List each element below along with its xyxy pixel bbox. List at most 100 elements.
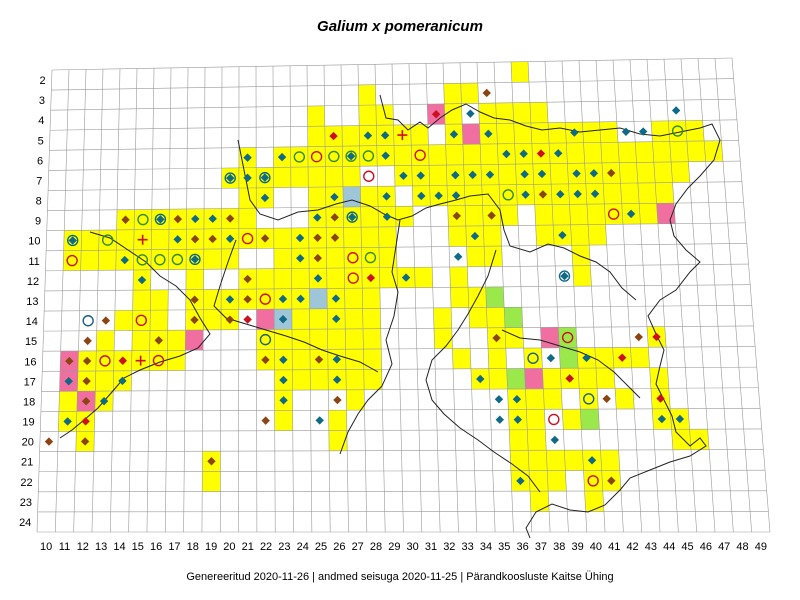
cell-yellow [637,182,657,204]
cell-yellow [292,329,310,350]
cell-yellow [655,182,674,204]
marker-diamond-brown [190,315,199,325]
marker-diamond-teal [520,170,529,179]
cell-yellow [668,120,687,142]
cell-yellow [530,491,550,512]
marker-circle-green [136,254,149,266]
marker-diamond-teal [521,190,530,199]
marker-diamond-teal [120,255,129,265]
marker-circle-green [671,125,684,137]
cell-yellow [410,124,429,146]
cell-blue [343,186,361,208]
cell-yellow [505,327,524,349]
col-label: 26 [333,541,345,553]
row-label: 19 [22,417,34,429]
inner-border-2 [339,219,401,455]
marker-diamond-teal [381,151,390,160]
marker-diamond-red [81,417,90,426]
grid-row-line [45,263,749,272]
marker-diamond-brown [243,295,252,304]
grid-row-line [51,78,734,91]
grid-col-line [219,66,223,533]
grid-col-line [183,67,189,533]
cell-yellow [344,267,363,289]
cell-yellow [307,105,325,127]
cell-yellow [547,470,567,492]
marker-diamond-brown [208,234,217,244]
row-label: 12 [27,276,39,288]
cell-yellow [292,349,311,370]
cell-yellow [527,429,547,451]
grid-col-line [612,60,643,533]
cell-yellow [309,308,328,330]
grid-col-line [408,63,423,533]
cell-yellow [379,267,398,288]
coastline [379,94,721,539]
row-label: 17 [24,376,36,388]
col-label: 31 [425,541,437,553]
cell-yellow [530,122,550,144]
cell-yellow [307,146,326,167]
row-label: 22 [20,477,32,489]
col-label: 27 [352,541,364,553]
col-label: 44 [663,541,675,553]
row-label: 10 [28,236,40,248]
row-label: 4 [38,115,44,127]
col-label: 45 [681,541,693,553]
marker-diamond-red [617,353,627,362]
marker-diamond-red [329,131,338,141]
cell-yellow [360,186,379,207]
marker-diamond-brown [330,233,340,242]
cell-yellow [256,329,275,350]
marker-plus-red [137,234,148,245]
marker-diamond-brown [538,190,548,199]
cell-yellow [571,245,591,266]
grid-row-line [46,222,746,231]
cell-yellow [586,203,606,225]
cell-green [504,307,523,328]
grid-col-line [646,59,679,533]
marker-circle-green [345,150,357,162]
cell-yellow [345,369,365,390]
marker-diamond-teal [313,213,322,222]
cell-yellow [488,348,507,369]
cell-yellow [307,126,326,147]
marker-circle-teal [259,171,271,184]
cell-yellow [327,328,346,350]
cell-yellow [484,246,503,267]
col-label: 28 [370,541,382,553]
marker-diamond-brown [261,355,270,365]
marker-diamond-teal [556,190,565,199]
grid-col-line [731,57,771,533]
marker-diamond-teal [64,377,73,386]
col-label: 20 [223,541,235,553]
marker-circle-green [101,234,114,246]
cell-yellow [343,247,362,268]
cell-yellow [273,248,292,269]
marker-diamond-brown [83,336,92,346]
cell-yellow [150,249,169,270]
cell-blue [309,288,328,309]
cell-yellow [360,206,379,228]
cell-yellow [256,268,275,290]
cell-yellow [290,146,309,168]
grid-col-line [544,61,569,533]
marker-circle-teal [154,213,167,226]
cell-yellow [134,209,152,230]
marker-diamond-teal [279,355,288,364]
cell-yellow [542,368,562,389]
marker-diamond-brown [82,376,91,386]
marker-diamond-teal [502,149,511,159]
grid-row-line [46,243,747,252]
cell-yellow [599,121,618,143]
cell-yellow [114,310,133,331]
cell-yellow [686,140,706,162]
marker-circle-blue [583,393,595,405]
grid-row-line [37,511,769,513]
marker-circle-teal [189,253,201,266]
marker-plus-red [397,130,408,141]
cell-yellow [600,450,620,471]
cell-yellow [202,471,221,492]
col-label: 24 [297,541,309,553]
